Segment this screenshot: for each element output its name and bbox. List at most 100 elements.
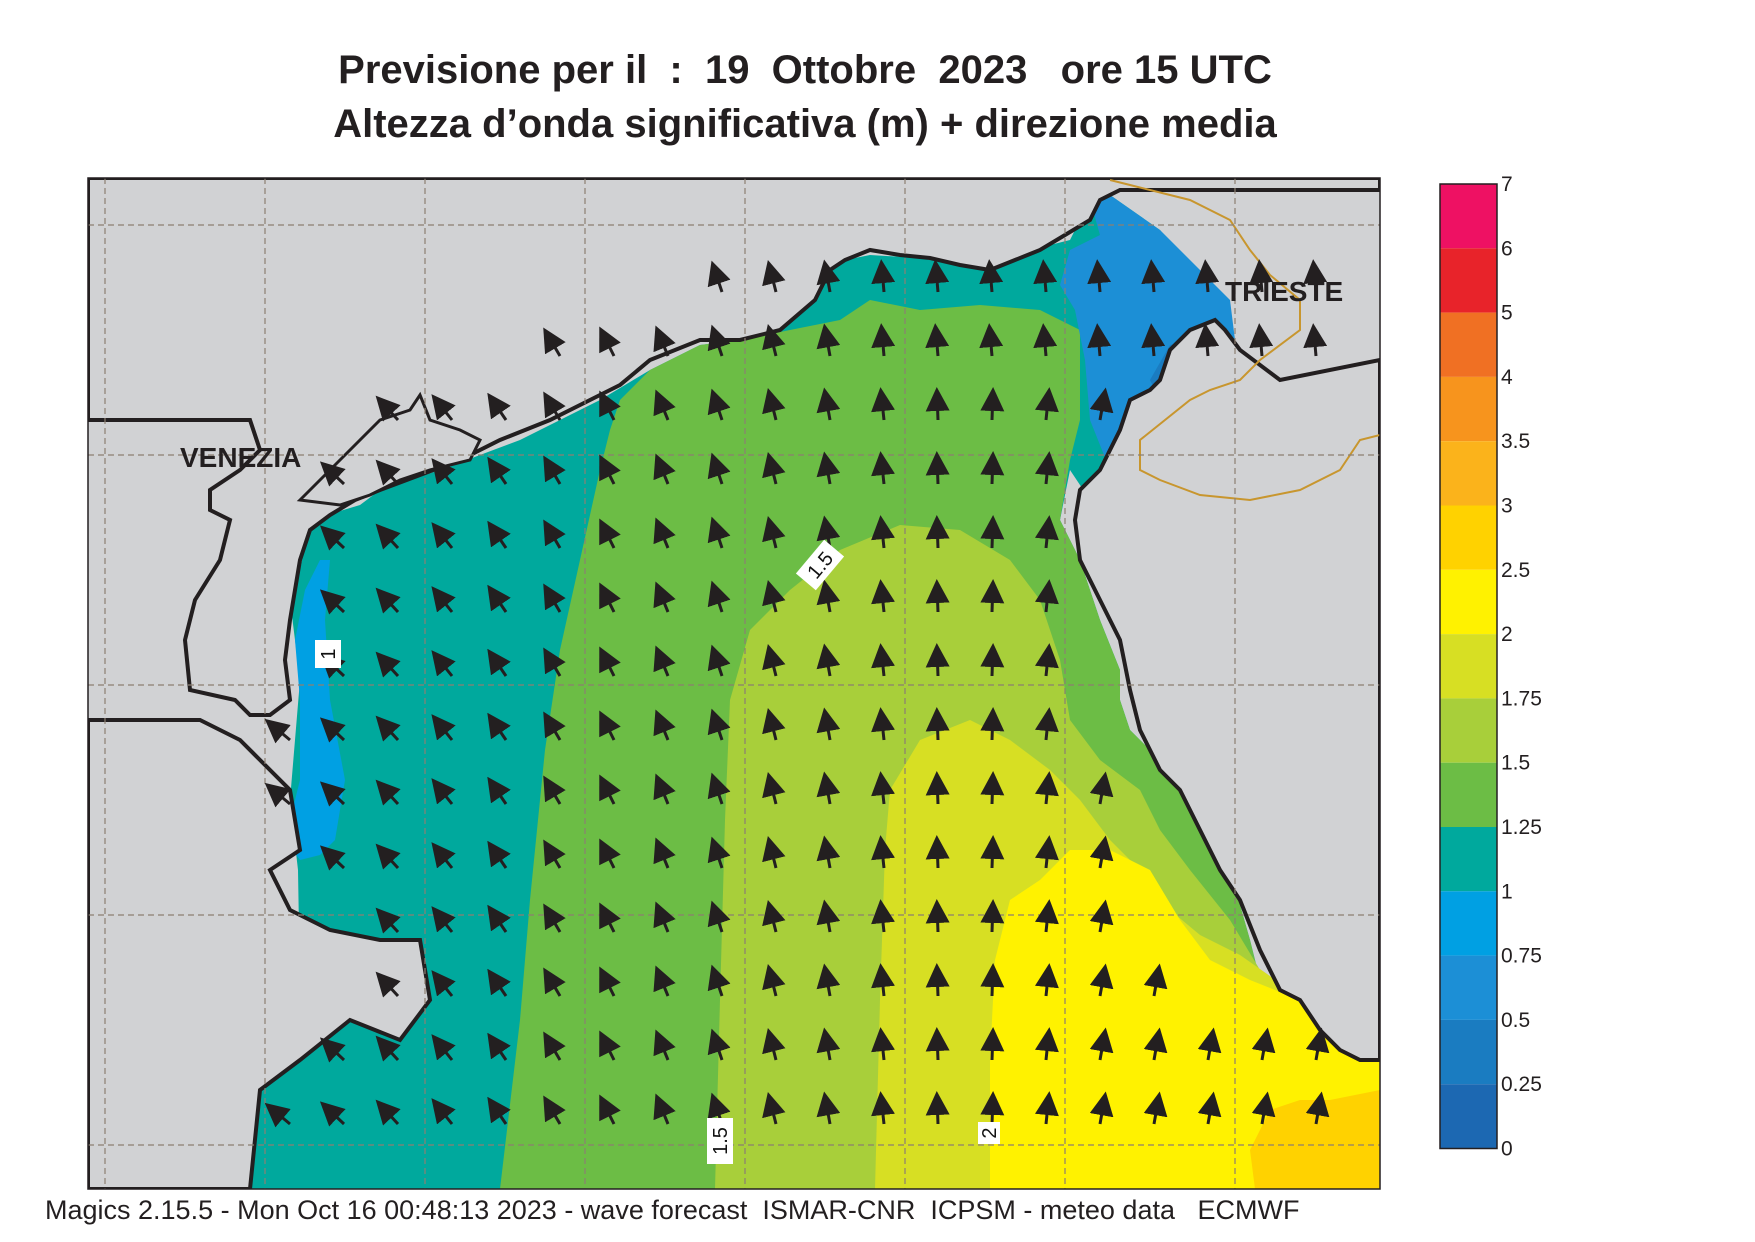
wave-direction-arrow	[871, 707, 895, 741]
wave-direction-arrow	[375, 971, 401, 998]
wave-direction-arrow	[1035, 1027, 1059, 1061]
wave-direction-arrow	[1035, 835, 1059, 869]
legend-swatch	[1440, 891, 1497, 956]
contour-label-1: 1	[315, 640, 341, 668]
wave-direction-arrow	[487, 840, 511, 869]
wave-direction-arrow	[816, 835, 841, 869]
wave-direction-arrow	[925, 771, 950, 805]
border-line	[1109, 179, 1380, 502]
wave-direction-arrow	[980, 579, 1005, 613]
legend-label: 7	[1501, 173, 1513, 196]
wave-direction-arrow	[1089, 771, 1114, 805]
wave-direction-arrow	[707, 1028, 731, 1061]
legend-swatch	[1440, 1084, 1497, 1149]
legend-label: 1.75	[1501, 687, 1542, 710]
legend-label: 1.25	[1501, 816, 1542, 839]
wave-direction-arrow	[762, 643, 786, 677]
land-south-west	[88, 718, 433, 1189]
contour-label-15b: 1.5	[707, 1118, 733, 1164]
wave-direction-arrow	[1035, 387, 1059, 421]
wave-direction-arrow	[431, 458, 456, 485]
legend-label: 0.75	[1501, 945, 1542, 968]
wave-direction-arrow	[707, 964, 731, 997]
wave-direction-arrow	[816, 963, 841, 997]
wave-direction-arrow	[1089, 1027, 1114, 1061]
wave-direction-arrow	[925, 515, 950, 549]
wave-direction-arrow	[599, 518, 621, 549]
map-subtitle: Altezza d’onda significativa (m) + direz…	[333, 102, 1277, 146]
wave-direction-arrow	[599, 1030, 621, 1061]
wave-direction-arrow	[871, 259, 896, 293]
wave-direction-arrow	[653, 325, 676, 357]
wave-direction-arrow	[1303, 323, 1328, 357]
legend-swatch	[1440, 569, 1497, 635]
wave-direction-arrow	[543, 327, 566, 357]
wave-direction-arrow	[653, 645, 676, 677]
wave-direction-arrow	[980, 1027, 1005, 1061]
svg-text:2: 2	[979, 1127, 1001, 1138]
wave-direction-arrow	[487, 712, 511, 741]
wave-direction-arrow	[925, 1027, 950, 1061]
wave-direction-arrow	[979, 259, 1004, 293]
wave-direction-arrow	[816, 387, 841, 421]
wave-direction-arrow	[925, 259, 950, 293]
wave-direction-arrow	[980, 899, 1005, 933]
wave-direction-arrow	[375, 523, 401, 550]
wave-direction-arrow	[653, 709, 676, 741]
wave-direction-arrow	[762, 707, 786, 741]
wave-direction-arrow	[816, 579, 841, 613]
wave-direction-arrow	[375, 459, 401, 486]
wave-direction-arrow	[431, 522, 456, 549]
wave-direction-arrow	[487, 584, 511, 613]
wave-direction-arrow	[1089, 387, 1114, 421]
wave-direction-arrow	[431, 842, 456, 869]
wave-direction-arrow	[980, 643, 1005, 677]
map-title: Previsione per il : 19 Ottobre 2023 ore …	[338, 48, 1272, 92]
wave-direction-arrow	[653, 1093, 676, 1125]
wave-direction-arrow	[653, 965, 676, 997]
wave-direction-arrow	[653, 773, 676, 805]
wave-direction-arrow	[707, 388, 731, 421]
legend-label: 0.25	[1501, 1073, 1542, 1096]
wave-direction-arrow	[599, 390, 621, 421]
wave-direction-arrow	[487, 648, 511, 677]
color-legend: 7 6 5 4 3.5 3 2.5 2 1.75 1.5 1.25 1 0.75 0.5 0.25 0	[1439, 173, 1542, 1161]
wave-direction-arrow	[375, 651, 401, 678]
wave-direction-arrow	[816, 643, 841, 677]
wave-direction-arrow	[431, 970, 456, 997]
legend-swatch	[1440, 1019, 1497, 1085]
wave-direction-arrow	[925, 707, 950, 741]
wave-direction-arrow	[871, 899, 895, 933]
wave-direction-arrow	[487, 1032, 511, 1061]
legend-swatch	[1440, 634, 1497, 699]
wave-direction-arrow	[487, 1096, 511, 1125]
wave-direction-arrow	[543, 839, 566, 869]
legend-swatch	[1440, 312, 1497, 377]
wave-direction-arrow	[487, 520, 511, 549]
wave-direction-arrow	[1035, 963, 1059, 997]
wave-direction-arrow	[762, 963, 786, 997]
wave-direction-arrow	[653, 901, 676, 933]
legend-swatch	[1440, 762, 1497, 827]
svg-text:1.5: 1.5	[710, 1127, 732, 1155]
wave-direction-arrow	[487, 456, 511, 485]
wave-direction-arrow	[979, 323, 1004, 357]
wave-direction-arrow	[707, 772, 731, 805]
wave-direction-arrow	[431, 1034, 456, 1061]
wave-direction-arrow	[925, 1091, 950, 1125]
legend-label: 0	[1501, 1138, 1513, 1161]
legend-swatch	[1440, 184, 1497, 249]
wave-direction-arrow	[375, 1035, 401, 1062]
wave-direction-arrow	[431, 906, 456, 933]
wave-direction-arrow	[375, 1099, 401, 1126]
wave-direction-arrow	[980, 707, 1005, 741]
wave-direction-arrow	[871, 515, 895, 549]
wave-direction-arrow	[871, 963, 895, 997]
legend-label: 1.5	[1501, 752, 1530, 775]
wave-direction-arrow	[487, 392, 511, 421]
legend-swatch	[1440, 505, 1497, 570]
wave-direction-arrow	[543, 967, 566, 997]
wave-direction-arrow	[264, 1102, 291, 1128]
map-frame	[87, 177, 1381, 1190]
svg-text:1: 1	[318, 648, 340, 659]
